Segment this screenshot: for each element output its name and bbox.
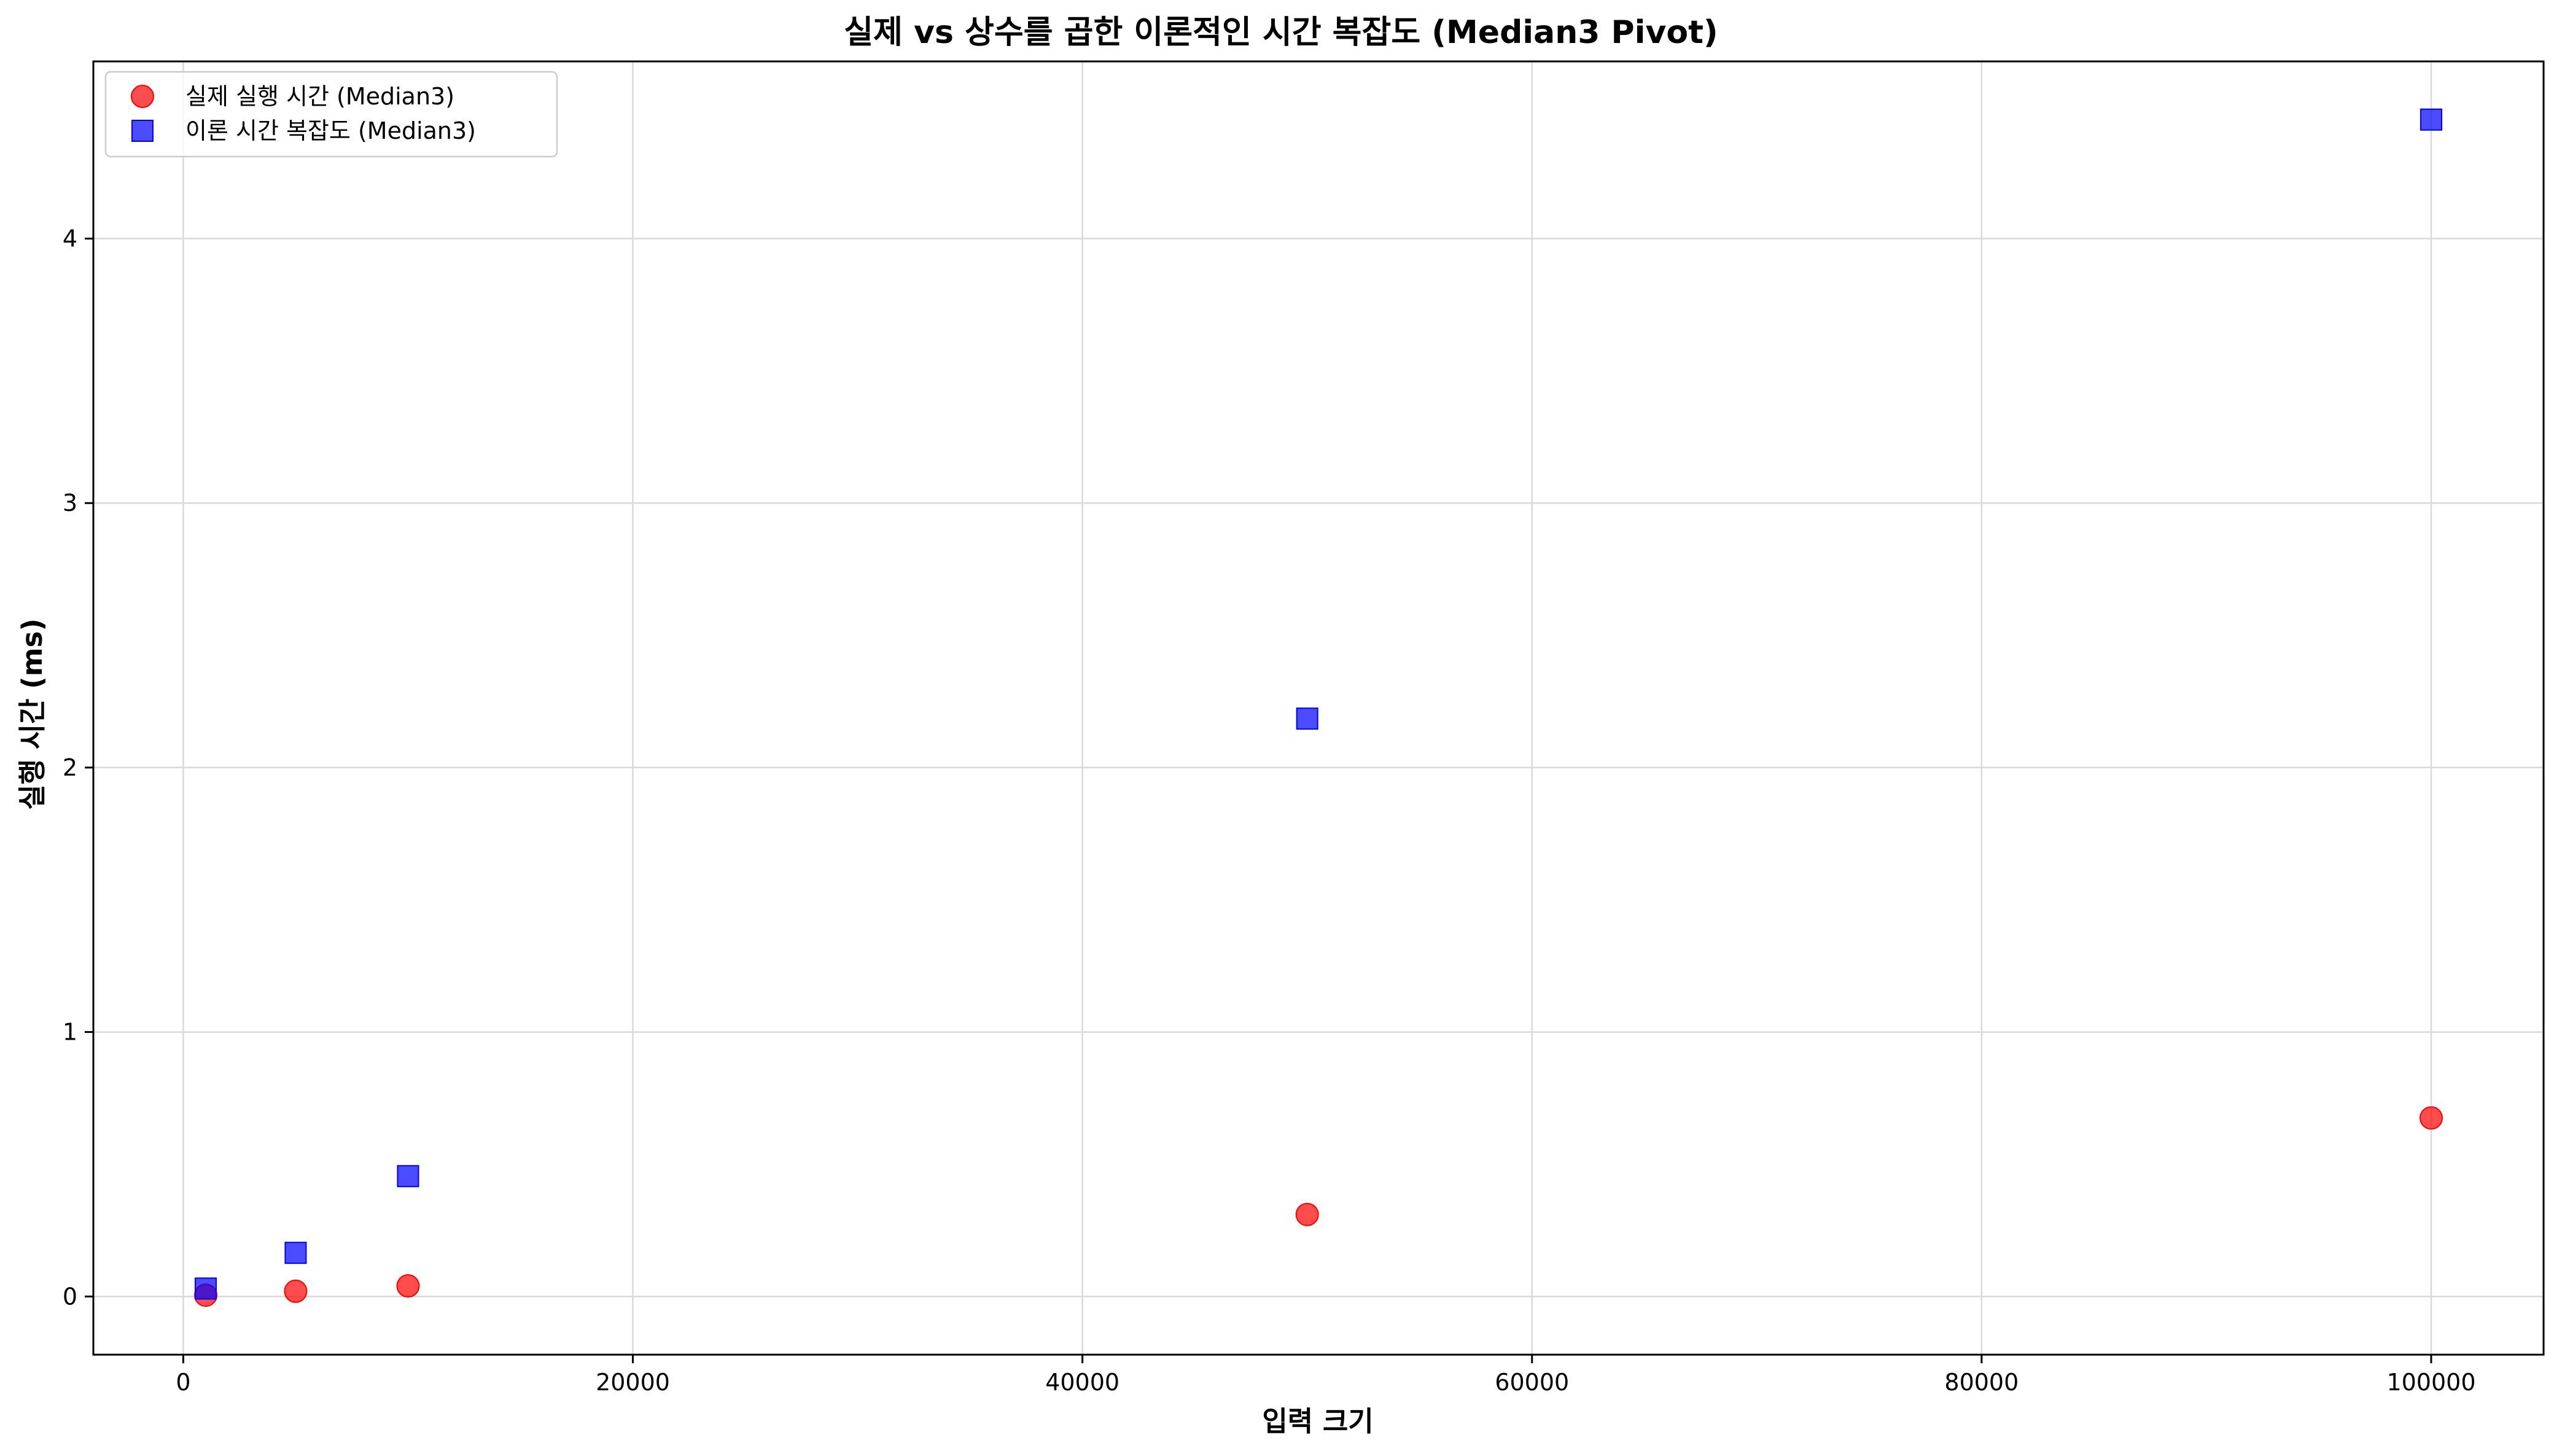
- theory-point: [195, 1277, 217, 1300]
- x-tick-label: 40000: [1045, 1369, 1119, 1396]
- actual-point: [2419, 1106, 2443, 1130]
- chart-title: 실제 vs 상수를 곱한 이론적인 시간 복잡도 (Median3 Pivot): [844, 14, 1718, 51]
- axis-ticks: 0 20000 40000 60000 80000 100000 0 1 2 3 4: [63, 225, 2476, 1396]
- x-tick-label: 60000: [1495, 1369, 1569, 1396]
- x-tick-label: 80000: [1944, 1369, 2019, 1396]
- plot-area-frame: [92, 60, 2545, 1356]
- grid-lines: [93, 61, 2544, 1355]
- y-axis-label: 실행 시간 (ms): [16, 618, 49, 810]
- y-tick-label: 0: [63, 1283, 77, 1310]
- legend-label-theory: 이론 시간 복잡도 (Median3): [185, 117, 476, 144]
- y-tick-label: 4: [63, 225, 77, 252]
- actual-point: [1295, 1202, 1319, 1226]
- theory-point: [397, 1165, 419, 1188]
- legend-marker-theory: [131, 120, 154, 142]
- theory-point: [2420, 108, 2442, 131]
- x-tick-label: 0: [176, 1369, 190, 1396]
- y-tick-label: 2: [63, 754, 77, 781]
- legend-box: [104, 71, 558, 158]
- actual-point: [284, 1279, 308, 1303]
- legend-label-actual: 실제 실행 시간 (Median3): [185, 83, 454, 110]
- actual-point: [396, 1274, 420, 1298]
- y-tick-label: 3: [63, 489, 77, 516]
- x-tick-label: 20000: [596, 1369, 670, 1396]
- y-tick-label: 1: [63, 1019, 77, 1046]
- x-tick-label: 100000: [2386, 1369, 2475, 1396]
- x-axis-label: 입력 크기: [1262, 1405, 1373, 1438]
- theory-point: [284, 1242, 307, 1264]
- legend-marker-actual: [131, 85, 154, 108]
- theory-point: [1296, 707, 1318, 730]
- legend: 실제 실행 시간 (Median3) 이론 시간 복잡도 (Median3): [104, 71, 558, 158]
- data-points: [194, 108, 2443, 1307]
